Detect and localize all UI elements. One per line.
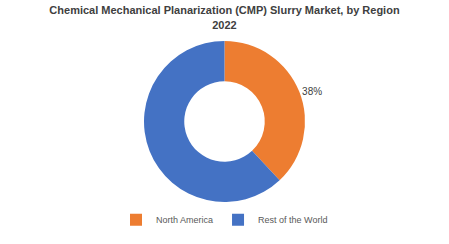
- svg-text:Rest of the World: Rest of the World: [258, 215, 327, 225]
- svg-text:North America: North America: [156, 215, 213, 225]
- svg-text:Chemical Mechanical Planarizat: Chemical Mechanical Planarization (CMP) …: [49, 4, 400, 30]
- svg-text:38%: 38%: [302, 86, 322, 97]
